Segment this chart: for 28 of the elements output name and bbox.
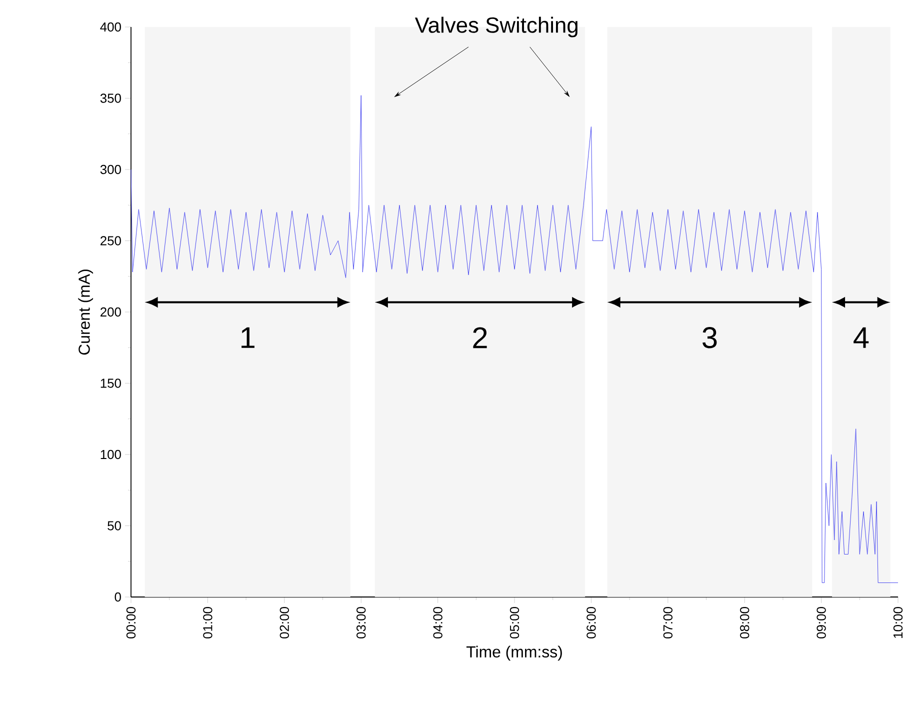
- band-label: 2: [473, 327, 487, 348]
- x-tick-label: 04:00: [433, 607, 442, 638]
- x-tick-label: 01:00: [203, 607, 212, 638]
- x-tick-label: 00:00: [126, 607, 136, 638]
- y-tick-label: 0: [114, 592, 121, 602]
- x-tick-label: 05:00: [510, 607, 520, 638]
- y-axis-title: Curent (mA): [78, 270, 94, 355]
- x-tick-label: 09:00: [816, 607, 826, 638]
- x-tick-label: 02:00: [280, 607, 289, 638]
- x-tick-label: 03:00: [356, 607, 366, 638]
- x-tick-label: 10:00: [893, 607, 903, 638]
- band-label: 4: [854, 327, 869, 348]
- band-label: 3: [702, 327, 717, 348]
- y-tick-label: 100: [100, 450, 121, 460]
- band-label: 1: [242, 327, 254, 348]
- y-tick-label: 200: [100, 307, 121, 317]
- annotation: Valves Switching: [414, 16, 578, 38]
- y-tick-label: 300: [100, 164, 121, 174]
- x-axis-title: Time (mm:ss): [466, 646, 562, 661]
- y-tick-label: 150: [100, 378, 121, 388]
- x-tick-label: 07:00: [663, 607, 672, 638]
- line-series: [130, 95, 898, 583]
- y-tick-label: 350: [100, 94, 121, 103]
- y-tick-label: 50: [108, 521, 121, 530]
- y-tick-label: 250: [100, 236, 121, 246]
- x-tick-label: 06:00: [586, 607, 596, 638]
- x-tick-label: 08:00: [740, 607, 750, 638]
- y-tick-label: 400: [100, 22, 121, 32]
